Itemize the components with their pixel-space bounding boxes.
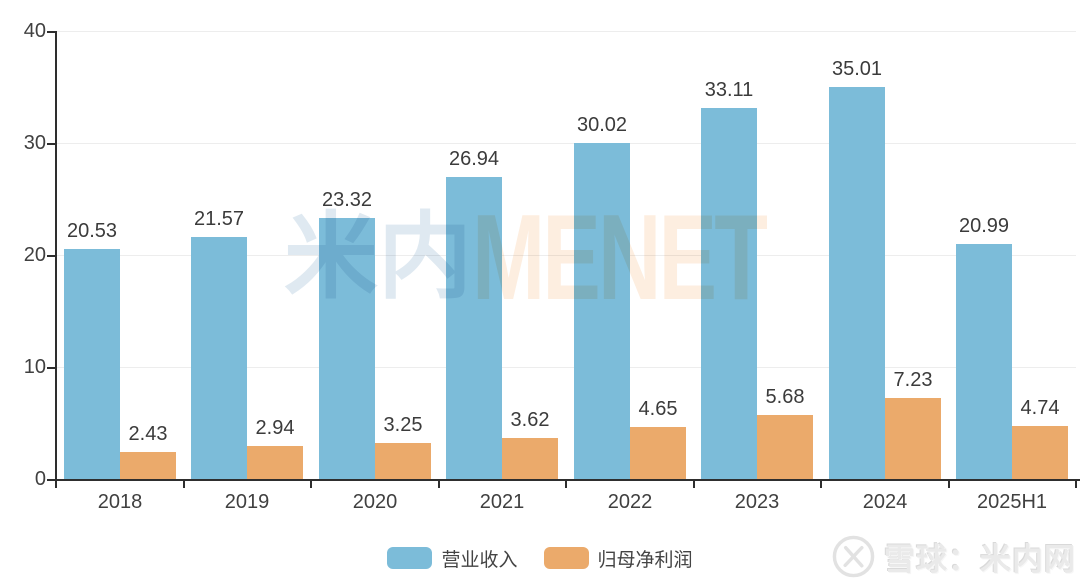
y-axis-line bbox=[55, 31, 57, 481]
bar-归母净利润-2024 bbox=[885, 398, 941, 479]
x-axis-category-label: 2021 bbox=[479, 491, 525, 513]
y-axis-tick bbox=[47, 31, 55, 33]
bar-value-label: 4.65 bbox=[638, 398, 678, 420]
legend-swatch bbox=[387, 547, 433, 569]
xueqiu-logo-icon bbox=[832, 535, 875, 577]
x-axis-tick bbox=[438, 481, 440, 488]
y-axis-tick-label: 40 bbox=[23, 20, 46, 42]
bar-营业收入-2024 bbox=[829, 87, 885, 479]
x-axis-tick bbox=[820, 481, 822, 488]
legend-label: 归母净利润 bbox=[597, 549, 693, 571]
bar-value-label: 30.02 bbox=[576, 114, 628, 136]
bar-归母净利润-2019 bbox=[247, 446, 303, 479]
x-axis-tick bbox=[565, 481, 567, 488]
bar-value-label: 23.32 bbox=[321, 189, 373, 211]
bar-value-label: 3.62 bbox=[510, 409, 550, 431]
bar-营业收入-2018 bbox=[64, 249, 120, 479]
bar-归母净利润-2023 bbox=[757, 415, 813, 479]
y-axis-tick-label: 20 bbox=[23, 244, 46, 266]
bar-营业收入-2022 bbox=[574, 143, 630, 479]
x-axis-category-label: 2024 bbox=[862, 491, 908, 513]
x-axis-category-label: 2025H1 bbox=[976, 491, 1048, 513]
bar-value-label: 26.94 bbox=[448, 148, 500, 170]
gridline bbox=[57, 143, 1076, 144]
bar-归母净利润-2021 bbox=[502, 438, 558, 479]
xueqiu-attribution: 雪球：米内网 bbox=[831, 532, 1076, 580]
bar-归母净利润-2025H1 bbox=[1012, 426, 1068, 479]
legend-swatch bbox=[543, 547, 589, 569]
gridline bbox=[57, 367, 1076, 368]
x-axis-tick bbox=[693, 481, 695, 488]
bar-value-label: 35.01 bbox=[831, 58, 883, 80]
x-axis-tick bbox=[1075, 481, 1077, 488]
x-axis-tick bbox=[948, 481, 950, 488]
bar-value-label: 33.11 bbox=[704, 79, 754, 101]
x-axis-tick bbox=[55, 481, 57, 488]
x-axis-line bbox=[55, 479, 1080, 481]
x-axis-category-label: 2022 bbox=[607, 491, 653, 513]
bar-归母净利润-2022 bbox=[630, 427, 686, 479]
x-axis-category-label: 2018 bbox=[97, 491, 143, 513]
bar-归母净利润-2018 bbox=[120, 452, 176, 479]
gridline bbox=[57, 31, 1076, 32]
y-axis-tick bbox=[47, 479, 55, 481]
bar-value-label: 2.94 bbox=[255, 417, 295, 439]
bar-营业收入-2023 bbox=[701, 108, 757, 479]
bar-营业收入-2019 bbox=[191, 237, 247, 479]
y-axis-tick-label: 0 bbox=[34, 468, 46, 490]
x-axis-tick bbox=[310, 481, 312, 488]
bar-value-label: 3.25 bbox=[383, 414, 423, 436]
y-axis-tick bbox=[47, 255, 55, 257]
bar-value-label: 20.99 bbox=[958, 215, 1010, 237]
bar-value-label: 21.57 bbox=[193, 208, 245, 230]
attribution-text: 雪球：米内网 bbox=[884, 541, 1076, 577]
legend-item-归母净利润[interactable]: 归母净利润 bbox=[543, 545, 693, 572]
y-axis-tick-label: 10 bbox=[23, 356, 46, 378]
y-axis-tick bbox=[47, 367, 55, 369]
bar-value-label: 2.43 bbox=[128, 423, 168, 445]
bar-营业收入-2025H1 bbox=[956, 244, 1012, 479]
watermark-cjk-text: 米内 bbox=[284, 204, 473, 309]
bar-value-label: 5.68 bbox=[765, 386, 805, 408]
x-axis-category-label: 2019 bbox=[224, 491, 270, 513]
legend-label: 营业收入 bbox=[441, 549, 518, 571]
gridline bbox=[57, 255, 1076, 256]
chart-legend: 营业收入 归母净利润 bbox=[0, 543, 1080, 573]
bar-value-label: 4.74 bbox=[1020, 397, 1060, 419]
y-axis-tick bbox=[47, 143, 55, 145]
y-axis-tick-label: 30 bbox=[23, 132, 46, 154]
bar-value-label: 7.23 bbox=[893, 369, 933, 391]
legend-item-营业收入[interactable]: 营业收入 bbox=[387, 545, 518, 572]
bar-value-label: 20.53 bbox=[66, 220, 118, 242]
x-axis-tick bbox=[183, 481, 185, 488]
x-axis-category-label: 2020 bbox=[352, 491, 398, 513]
bar-归母净利润-2020 bbox=[375, 443, 431, 479]
x-axis-category-label: 2023 bbox=[734, 491, 780, 513]
bar-营业收入-2020 bbox=[319, 218, 375, 479]
bar-营业收入-2021 bbox=[446, 177, 502, 479]
